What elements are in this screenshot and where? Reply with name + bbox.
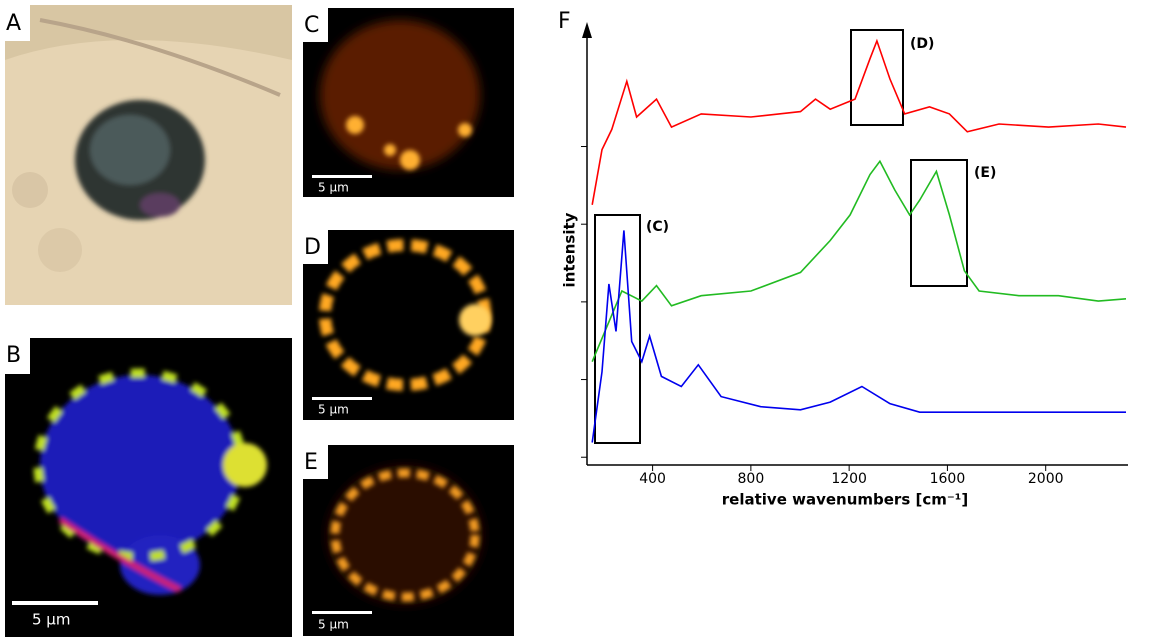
annotation-box <box>910 159 968 287</box>
x-axis-label: relative wavenumbers [cm⁻¹] <box>722 491 968 509</box>
panel-label: F <box>558 9 571 34</box>
annotation-box <box>850 29 904 126</box>
image-a <box>5 5 292 305</box>
panel-label: A <box>6 11 21 36</box>
x-tick-label: 400 <box>639 471 666 487</box>
annotation-box <box>594 214 641 444</box>
annotation: (D) <box>910 36 934 52</box>
spectrum-line <box>591 230 1126 443</box>
x-tick-label: 800 <box>738 471 765 487</box>
x-tick-label: 1200 <box>831 471 867 487</box>
x-tick-label: 1600 <box>930 471 966 487</box>
panel-label: B <box>6 343 21 368</box>
scale-bar-label: 5 µm <box>318 403 349 417</box>
annotation: (C) <box>646 219 669 235</box>
image-c <box>303 8 514 197</box>
panel-label: C <box>304 13 319 38</box>
scale-bar-label: 5 µm <box>32 611 70 629</box>
image-e <box>303 445 514 636</box>
axis-arrow <box>582 22 592 38</box>
y-axis-label: intensity <box>561 212 579 287</box>
panel-label: D <box>304 235 321 260</box>
image-b <box>5 338 292 637</box>
panel-label: E <box>304 450 318 475</box>
spectrum-line <box>591 38 1127 205</box>
spectrum-line <box>591 159 1127 363</box>
x-tick-label: 2000 <box>1028 471 1064 487</box>
scale-bar-label: 5 µm <box>318 181 349 195</box>
scale-bar-label: 5 µm <box>318 618 349 632</box>
image-d <box>303 230 514 420</box>
annotation: (E) <box>974 165 996 181</box>
